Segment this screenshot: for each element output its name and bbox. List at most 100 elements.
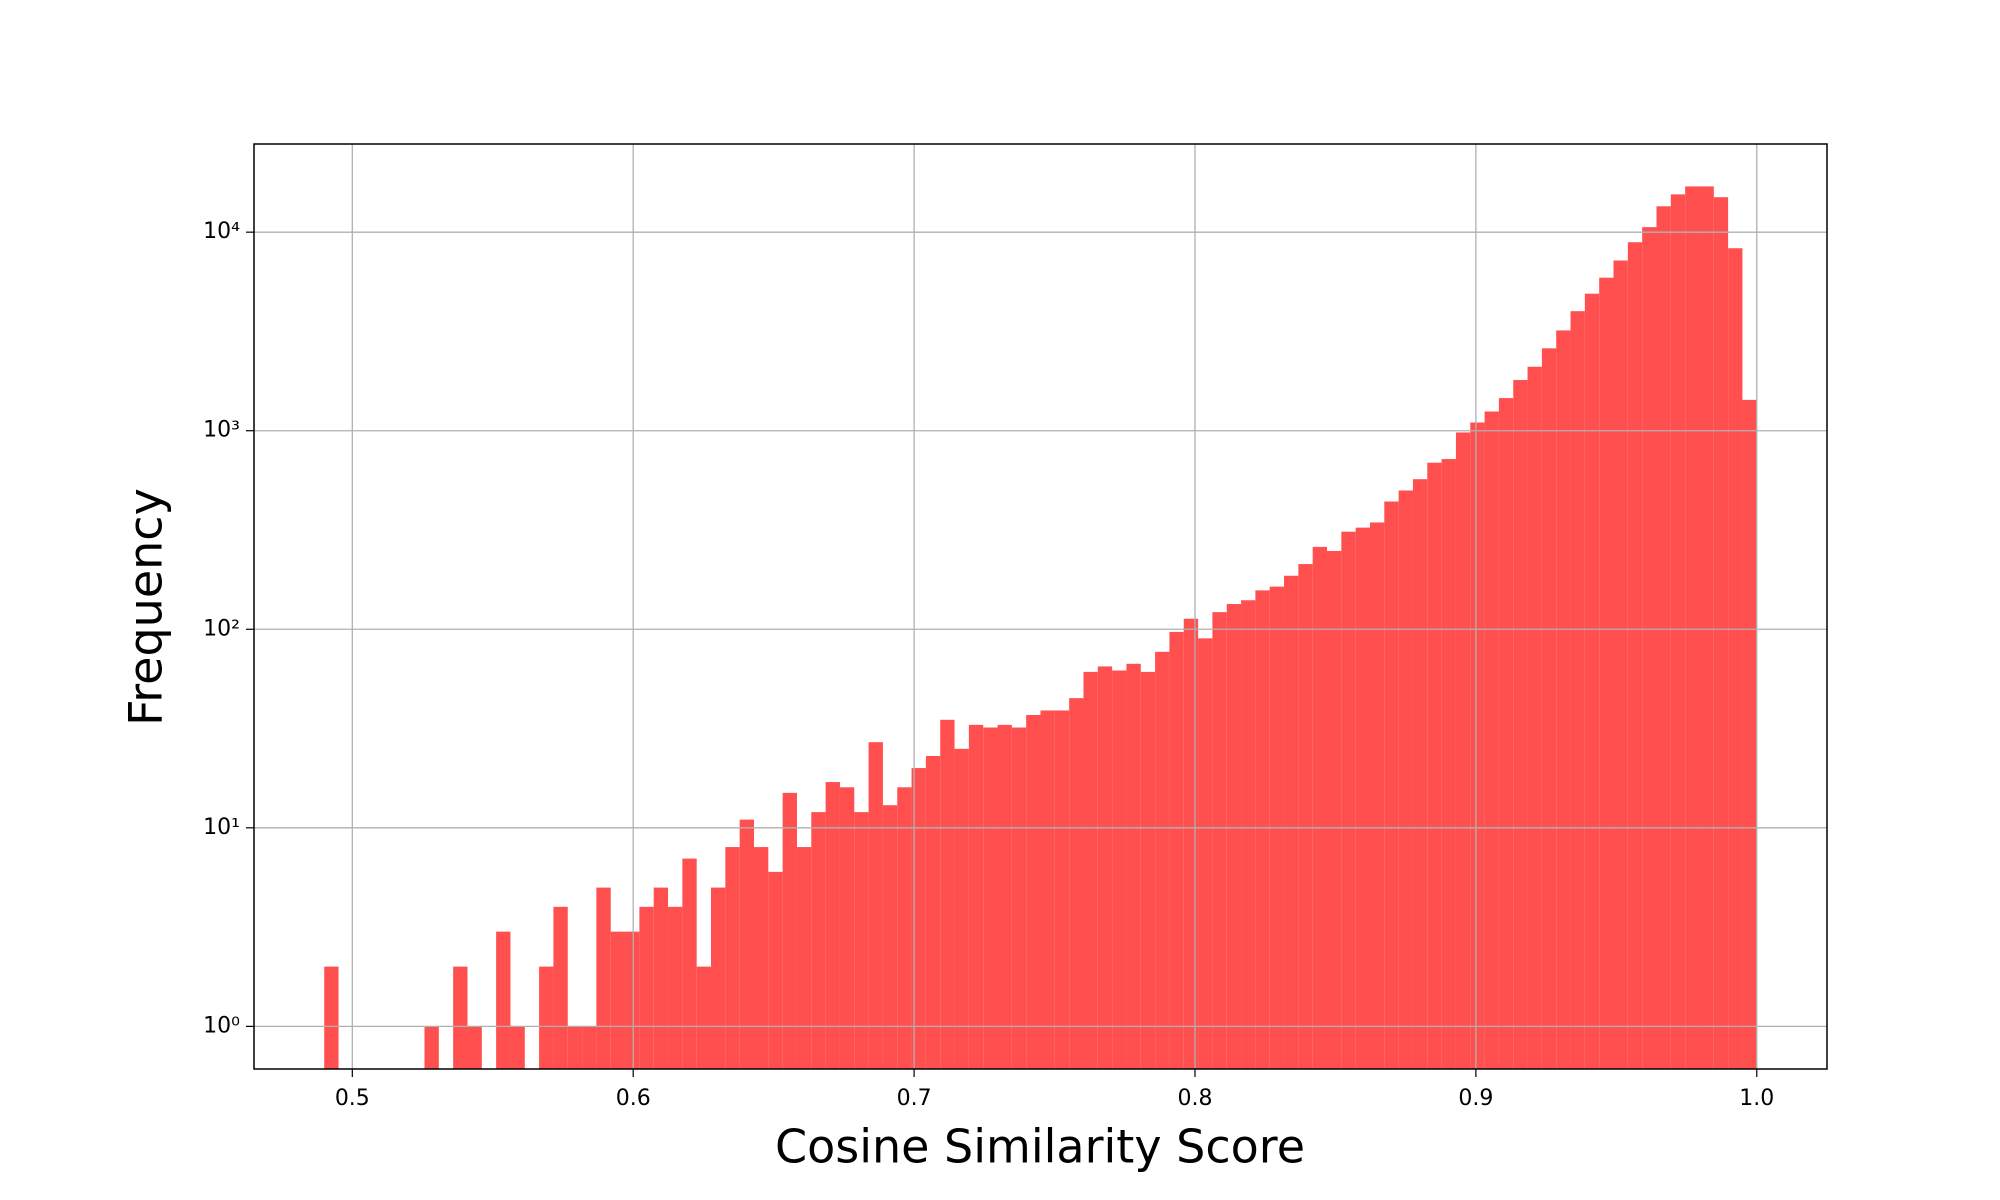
bar: [1670, 194, 1686, 1070]
y-tick-label: 10²: [203, 616, 240, 641]
bar: [1627, 242, 1643, 1070]
bar: [639, 906, 654, 1069]
y-tick-label: 10³: [203, 418, 240, 443]
bar: [668, 906, 683, 1069]
bar: [1685, 186, 1700, 1069]
bar: [983, 727, 998, 1069]
bar: [1241, 600, 1256, 1069]
bar: [596, 887, 611, 1069]
bar: [1541, 348, 1557, 1069]
bar: [1742, 399, 1757, 1070]
bar: [782, 792, 797, 1069]
bar: [1183, 618, 1199, 1069]
bar: [510, 1026, 525, 1069]
bar: [839, 787, 855, 1069]
x-tick-label: 0.8: [1177, 1086, 1212, 1111]
bar: [1069, 698, 1084, 1069]
x-tick-label: 0.5: [335, 1086, 370, 1111]
bar: [1441, 459, 1456, 1069]
bar: [897, 787, 912, 1069]
bar: [1140, 671, 1156, 1069]
bar: [1427, 462, 1442, 1069]
bar: [1513, 380, 1528, 1070]
bar: [1126, 663, 1141, 1069]
bar: [1613, 260, 1628, 1069]
bar: [682, 858, 697, 1069]
x-tick-label: 0.6: [616, 1086, 651, 1111]
bar: [1083, 671, 1098, 1069]
bar: [1097, 666, 1113, 1069]
bar: [539, 966, 554, 1069]
bar: [825, 782, 840, 1069]
bar: [1212, 612, 1227, 1069]
bar: [1226, 604, 1242, 1069]
bar: [496, 931, 511, 1069]
bar: [882, 805, 898, 1069]
bar: [1341, 531, 1356, 1069]
bar: [1656, 206, 1671, 1069]
bar: [1699, 186, 1714, 1069]
bar: [1584, 293, 1600, 1070]
bar: [1355, 527, 1370, 1069]
bar: [811, 812, 826, 1069]
y-axis-title: Frequency: [119, 488, 173, 726]
bar: [424, 1026, 439, 1069]
bar: [625, 931, 640, 1069]
bar: [1556, 330, 1571, 1069]
bar: [1312, 546, 1328, 1069]
bar: [1298, 564, 1313, 1069]
bar: [1470, 422, 1485, 1069]
bar: [796, 847, 812, 1069]
y-tick-label: 10¹: [203, 815, 240, 840]
bar: [1728, 248, 1743, 1069]
bar: [1198, 638, 1213, 1069]
bar: [997, 724, 1012, 1069]
bar: [1255, 590, 1270, 1069]
bar: [1498, 398, 1514, 1069]
bar: [753, 847, 769, 1069]
bar: [1484, 411, 1499, 1069]
y-tick-label: 10⁴: [203, 219, 240, 244]
bar: [1327, 550, 1342, 1069]
bar: [940, 719, 955, 1069]
bar: [1054, 710, 1070, 1069]
bar: [854, 812, 869, 1069]
bar: [954, 748, 969, 1069]
bar: [1455, 432, 1471, 1069]
bar: [868, 742, 883, 1069]
plot-frame: [253, 143, 1828, 1070]
y-tick-label: 10⁰: [203, 1013, 240, 1038]
bar: [911, 768, 926, 1069]
bar: [453, 966, 468, 1069]
bar: [1412, 479, 1428, 1069]
bar: [725, 847, 740, 1069]
bar: [1112, 670, 1127, 1069]
bar: [1011, 727, 1027, 1069]
bar: [553, 906, 568, 1069]
bar: [1384, 501, 1399, 1069]
x-axis-title: Cosine Similarity Score: [775, 1120, 1305, 1174]
bar: [925, 756, 941, 1069]
x-tick-label: 0.9: [1458, 1086, 1493, 1111]
bar: [696, 966, 712, 1069]
bar: [1713, 197, 1729, 1069]
bar: [324, 966, 339, 1069]
bar: [1169, 631, 1184, 1069]
bar: [1527, 366, 1542, 1070]
bar: [1398, 490, 1413, 1069]
bar: [1599, 277, 1614, 1069]
bar: [467, 1026, 482, 1069]
bar: [1570, 311, 1585, 1069]
bar: [711, 887, 726, 1069]
bar: [768, 871, 783, 1069]
x-tick-label: 1.0: [1739, 1086, 1774, 1111]
bar: [610, 931, 626, 1069]
bar: [582, 1026, 597, 1069]
bar: [1284, 575, 1299, 1069]
bar: [739, 819, 754, 1069]
bar: [1642, 227, 1657, 1069]
bar: [1369, 522, 1385, 1069]
bar: [567, 1026, 583, 1069]
bar: [1040, 710, 1055, 1069]
